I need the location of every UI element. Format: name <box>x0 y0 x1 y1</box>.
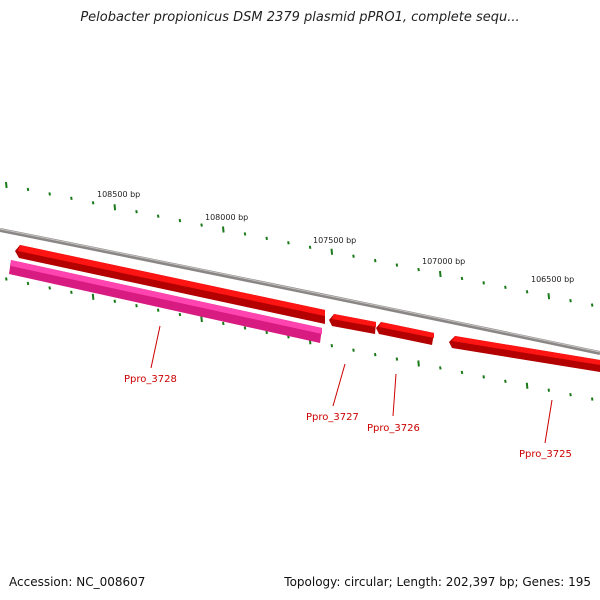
outer-minor-tick <box>417 267 420 272</box>
outer-minor-tick <box>70 196 73 201</box>
topology-summary-text: Topology: circular; Length: 202,397 bp; … <box>284 575 591 589</box>
position-label-107000: 107000 bp <box>422 257 465 266</box>
outer-minor-tick <box>308 245 312 249</box>
outer-major-tick <box>5 181 8 189</box>
inner-scale-ticks <box>5 277 594 401</box>
outer-minor-tick <box>352 254 355 258</box>
position-label-108500: 108500 bp <box>97 190 140 199</box>
inner-major-tick <box>200 315 203 323</box>
inner-minor-tick <box>135 303 138 308</box>
inner-minor-tick <box>178 312 182 317</box>
inner-minor-tick <box>48 286 51 290</box>
outer-minor-tick <box>48 192 51 196</box>
inner-minor-tick <box>590 397 594 401</box>
inner-minor-tick <box>243 326 247 330</box>
outer-minor-tick <box>482 281 485 285</box>
inner-minor-tick <box>395 357 399 361</box>
outer-minor-tick <box>590 303 594 307</box>
outer-minor-tick <box>504 285 507 290</box>
outer-minor-tick <box>525 290 529 294</box>
outer-minor-tick <box>569 298 572 303</box>
inner-minor-tick <box>460 370 464 375</box>
position-label-108000: 108000 bp <box>205 213 248 222</box>
outer-minor-tick <box>287 241 290 245</box>
gene-ppro-3727[interactable] <box>15 245 325 324</box>
map-title: Pelobacter propionicus DSM 2379 plasmid … <box>80 10 520 25</box>
inner-minor-tick <box>373 352 377 357</box>
outer-minor-tick <box>243 232 247 236</box>
outer-minor-tick <box>395 263 399 267</box>
inner-minor-tick <box>504 379 507 384</box>
gene-ppro-3725[interactable] <box>449 336 600 372</box>
inner-minor-tick <box>5 277 8 281</box>
inner-major-tick <box>417 360 420 367</box>
gene-label-ppro-3728[interactable]: Ppro_3728 <box>124 374 177 385</box>
gene-ppro-3728[interactable] <box>9 260 322 343</box>
outer-minor-tick <box>200 223 203 227</box>
gene-label-ppro-3726[interactable]: Ppro_3726 <box>367 423 420 434</box>
inner-major-tick <box>525 382 529 389</box>
accession-text: Accession: NC_008607 <box>9 575 146 589</box>
gene-label-ppro-3725[interactable]: Ppro_3725 <box>519 449 572 460</box>
outer-minor-tick <box>373 258 377 263</box>
gene-unlabeled[interactable] <box>376 322 434 345</box>
outer-minor-tick <box>26 187 30 192</box>
inner-minor-tick <box>439 366 442 370</box>
plasmid-backbone <box>0 228 600 355</box>
outer-minor-tick <box>460 276 464 281</box>
outer-major-tick <box>330 248 334 255</box>
outer-scale-ticks <box>5 181 594 307</box>
leader-line-ppro-3726 <box>392 373 397 417</box>
inner-major-tick <box>91 293 95 300</box>
outer-major-tick <box>222 226 225 233</box>
inner-minor-tick <box>569 392 572 397</box>
leader-line-ppro-3727 <box>332 363 346 407</box>
inner-minor-tick <box>113 299 117 303</box>
gene-label-ppro-3727[interactable]: Ppro_3727 <box>306 412 359 423</box>
inner-minor-tick <box>352 348 355 352</box>
leader-line-ppro-3728 <box>150 325 161 369</box>
leader-line-ppro-3725 <box>544 399 553 444</box>
position-label-106500: 106500 bp <box>531 275 574 284</box>
plasmid-backbone-highlight <box>0 228 600 353</box>
outer-minor-tick <box>156 214 160 218</box>
inner-minor-tick <box>222 321 225 326</box>
outer-minor-tick <box>178 218 182 223</box>
inner-minor-tick <box>265 330 268 335</box>
outer-major-tick <box>439 270 442 278</box>
position-label-107500: 107500 bp <box>313 236 356 245</box>
inner-minor-tick <box>482 375 485 379</box>
inner-minor-tick <box>70 290 73 295</box>
outer-minor-tick <box>265 236 268 241</box>
outer-minor-tick <box>91 201 95 205</box>
outer-major-tick <box>113 204 117 211</box>
outer-minor-tick <box>135 209 138 214</box>
gene-ppro-3726[interactable] <box>329 314 376 334</box>
inner-minor-tick <box>156 308 160 312</box>
inner-minor-tick <box>330 344 334 348</box>
inner-minor-tick <box>547 388 551 392</box>
outer-major-tick <box>547 293 551 300</box>
inner-minor-tick <box>26 281 30 286</box>
